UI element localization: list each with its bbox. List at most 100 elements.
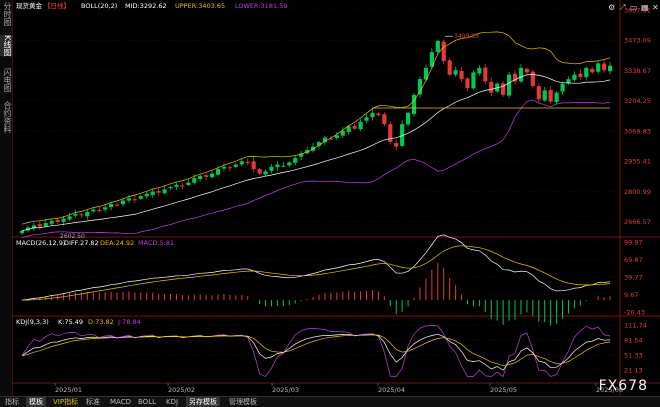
candle-body	[489, 81, 494, 93]
fullscreen-icon[interactable]: ⤢	[618, 3, 625, 12]
candle-body	[114, 204, 120, 206]
settings-icon[interactable]: ⚙	[608, 3, 615, 12]
candle-body	[61, 218, 66, 222]
candle-body	[263, 171, 268, 175]
candle-body	[138, 196, 143, 199]
candle-body	[501, 83, 506, 95]
x-axis-label: 2025/05	[490, 386, 517, 394]
candle-body	[251, 161, 256, 170]
candle-body	[103, 207, 108, 210]
price-chart[interactable]: 现货黄金 【日线】 BOLL(20,2) MID:3292.62 UPPER:3…	[0, 0, 660, 396]
candle-body	[400, 124, 405, 146]
candle-body	[174, 184, 179, 187]
bottom-tab-save-template[interactable]: 另存模板	[186, 397, 220, 407]
candle-body	[340, 130, 345, 136]
candle-body	[150, 191, 155, 195]
boll-mid-line	[21, 74, 611, 232]
candle-body	[186, 182, 191, 186]
close-icon[interactable]: ✕	[652, 3, 659, 12]
candle-body	[507, 74, 512, 96]
candle-body	[548, 89, 553, 102]
bottom-tab-boll[interactable]: BOLL	[138, 398, 156, 406]
side-tab-kline[interactable]: K线图	[0, 35, 12, 57]
instrument-name: 现货黄金	[16, 1, 43, 10]
bottom-tab-manage-template[interactable]: 管理模板	[229, 398, 257, 406]
candle-body	[293, 157, 298, 163]
x-axis-label: 2025/06	[596, 386, 623, 394]
candle-body	[299, 153, 304, 157]
candle-body	[530, 71, 535, 86]
grid-icon[interactable]: ▦	[641, 3, 649, 12]
candle-body	[465, 78, 470, 89]
left-sidebar: 分时图 K线图闪电图合约资料	[0, 0, 13, 396]
x-axis-label: 2025/02	[168, 386, 195, 394]
boll-upper-value: UPPER:3403.65	[175, 2, 225, 10]
bottom-tab-macd[interactable]: MACD	[110, 398, 131, 406]
candle-body	[305, 149, 310, 154]
macd-dea-value: DEA:24.92	[100, 239, 134, 247]
candle-body	[269, 166, 274, 171]
kdj-y-tick: 81.54	[624, 337, 643, 345]
candle-body	[281, 165, 286, 167]
side-tab-contract[interactable]: 合约资料	[3, 101, 12, 133]
macd-value: MACD:5.81	[138, 239, 174, 247]
x-axis-label: 2025/04	[378, 386, 405, 394]
candle-body	[43, 223, 48, 227]
bottom-tab-kdj[interactable]: KDJ	[166, 398, 179, 406]
candle-body	[607, 65, 613, 72]
candle-body	[334, 135, 339, 139]
candle-body	[55, 219, 60, 222]
layout-icon[interactable]: ▭	[630, 3, 638, 12]
macd-diff-line	[21, 234, 611, 301]
kdj-y-tick: 51.33	[624, 352, 643, 360]
candle-body	[483, 67, 488, 82]
bottom-tab-vip[interactable]: VIP指标	[53, 398, 79, 406]
low-price-label: 2602.50	[60, 233, 85, 240]
kdj-k-line	[21, 333, 611, 371]
candle-body	[73, 214, 78, 216]
candle-body	[192, 178, 197, 183]
candle-body	[596, 63, 601, 72]
candle-body	[417, 79, 423, 95]
candle-body	[221, 166, 227, 169]
candle-body	[126, 198, 131, 201]
side-tab-timeshare[interactable]: 分时图	[3, 2, 12, 26]
candle-body	[245, 161, 250, 163]
kdj-y-tick: 21.13	[624, 367, 643, 375]
candle-body	[132, 199, 137, 201]
side-tab-lightning[interactable]: 闪电图	[3, 68, 12, 92]
candle-body	[512, 73, 518, 82]
candle-body	[524, 68, 529, 73]
candle-body	[239, 161, 244, 165]
candle-body	[322, 137, 328, 143]
bottom-tab-standard[interactable]: 标准	[86, 398, 100, 406]
bottom-tab-indicator[interactable]: 指标	[5, 398, 19, 406]
candle-body	[358, 121, 363, 130]
candle-body	[210, 173, 215, 178]
candle-body	[67, 216, 72, 220]
y-tick-label: 3069.83	[624, 127, 651, 135]
candle-body	[388, 124, 393, 143]
candle-body	[602, 63, 607, 71]
y-tick-label: 2666.57	[624, 218, 651, 226]
macd-y-tick: 39.77	[624, 274, 643, 282]
period-label: 【日线】	[44, 1, 70, 10]
candle-body	[471, 72, 476, 89]
candle-body	[346, 126, 351, 132]
candle-body	[328, 138, 333, 140]
kdj-j-value: J:78.84	[117, 318, 141, 326]
x-axis-label: 2025/01	[55, 386, 82, 394]
candle-body	[536, 86, 541, 100]
candle-body	[19, 230, 25, 234]
y-tick-label: 3607.51	[624, 7, 651, 15]
candle-body	[49, 220, 54, 224]
candle-body	[560, 83, 565, 92]
candle-body	[584, 67, 589, 77]
candle-body	[31, 225, 36, 229]
boll-lower-value: LOWER:3181.59	[235, 2, 287, 10]
boll-lower-line	[21, 99, 611, 239]
bottom-tab-template[interactable]: 模板	[26, 397, 46, 407]
candle-body	[37, 224, 42, 227]
candle-body	[227, 167, 232, 169]
fx678-watermark: FX678	[598, 378, 648, 394]
